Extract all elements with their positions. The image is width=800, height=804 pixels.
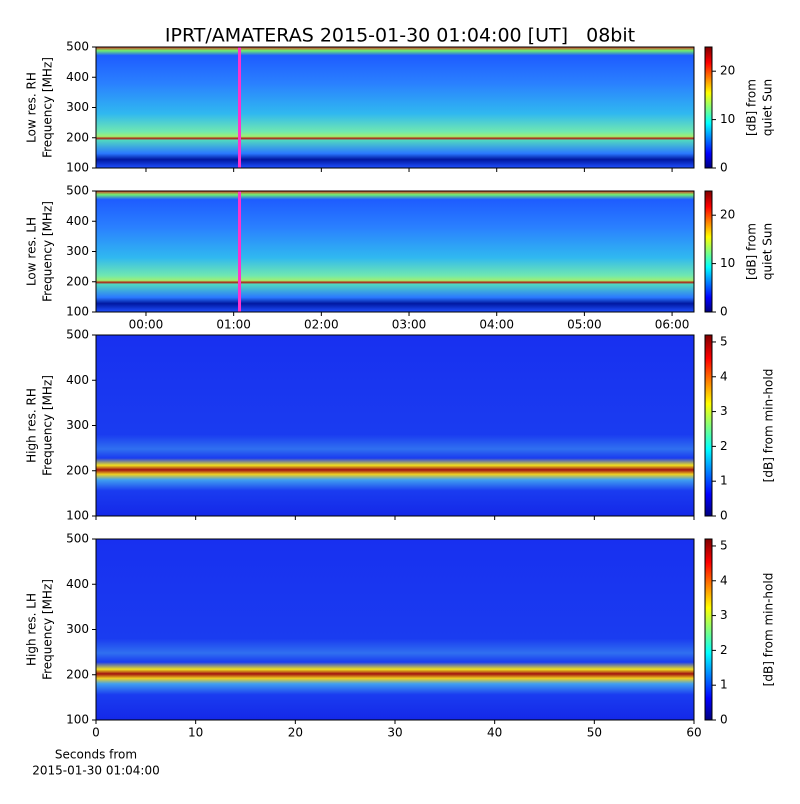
spectrogram xyxy=(96,335,694,516)
y-tick-label: 400 xyxy=(66,577,89,591)
colorbar-tick-label: 0 xyxy=(720,713,728,727)
x-tick-label: 50 xyxy=(587,726,602,740)
colorbar-tick-label: 4 xyxy=(720,369,728,383)
colorbar-tick-label: 10 xyxy=(720,256,735,270)
y-tick-label: 100 xyxy=(66,161,89,175)
y-tick-label: 100 xyxy=(66,509,89,523)
y-axis-label: Frequency [MHz] xyxy=(41,201,55,302)
y-axis-label: Frequency [MHz] xyxy=(41,579,55,680)
colorbar-tick-label: 20 xyxy=(720,64,735,78)
colorbar xyxy=(704,538,713,721)
y-tick-label: 200 xyxy=(66,667,89,681)
colorbar-tick-label: 10 xyxy=(720,112,735,126)
x-tick-label: 60 xyxy=(686,726,701,740)
colorbar xyxy=(704,334,713,517)
y-tick-label: 100 xyxy=(66,305,89,319)
y-axis-label: Frequency [MHz] xyxy=(41,375,55,476)
spectrogram xyxy=(96,191,694,312)
colorbar-label: quiet Sun xyxy=(761,223,775,280)
y-tick-label: 300 xyxy=(66,100,89,114)
colorbar-tick-label: 5 xyxy=(720,538,728,552)
x-tick-label: 00:00 xyxy=(129,318,164,332)
colorbar-tick-label: 20 xyxy=(720,208,735,222)
x-tick-label: 06:00 xyxy=(655,318,690,332)
colorbar-tick-label: 1 xyxy=(720,474,728,488)
colorbar-tick-label: 0 xyxy=(720,509,728,523)
colorbar xyxy=(704,190,713,313)
colorbar-tick-label: 2 xyxy=(720,439,728,453)
y-tick-label: 300 xyxy=(66,244,89,258)
colorbar-label: [dB] from min-hold xyxy=(762,369,776,483)
colorbar-tick-label: 1 xyxy=(720,678,728,692)
colorbar xyxy=(704,46,713,169)
y-tick-label: 200 xyxy=(66,274,89,288)
x-axis-label: 2015-01-30 01:04:00 xyxy=(32,764,159,778)
y-axis-label: Frequency [MHz] xyxy=(41,57,55,158)
colorbar-label: [dB] from xyxy=(745,79,759,136)
y-tick-label: 500 xyxy=(66,40,89,54)
y-tick-label: 100 xyxy=(66,713,89,727)
colorbar-tick-label: 5 xyxy=(720,334,728,348)
colorbar-tick-label: 3 xyxy=(720,404,728,418)
y-tick-label: 300 xyxy=(66,622,89,636)
colorbar-tick-label: 3 xyxy=(720,608,728,622)
colorbar-tick-label: 2 xyxy=(720,643,728,657)
y-axis-label: High res. LH xyxy=(25,593,39,666)
x-tick-label: 04:00 xyxy=(479,318,514,332)
x-axis-label: Seconds from xyxy=(55,748,137,762)
colorbar-label: [dB] from min-hold xyxy=(762,573,776,687)
x-tick-label: 01:00 xyxy=(216,318,251,332)
colorbar-tick-label: 0 xyxy=(720,305,728,319)
x-tick-label: 05:00 xyxy=(567,318,602,332)
y-axis-label: High res. RH xyxy=(25,388,39,463)
colorbar-tick-label: 0 xyxy=(720,161,728,175)
colorbar-label: [dB] from xyxy=(745,223,759,280)
y-tick-label: 200 xyxy=(66,130,89,144)
y-tick-label: 500 xyxy=(66,328,89,342)
x-tick-label: 0 xyxy=(92,726,100,740)
y-tick-label: 400 xyxy=(66,373,89,387)
x-tick-label: 40 xyxy=(487,726,502,740)
x-tick-label: 10 xyxy=(188,726,203,740)
chart-title: IPRT/AMATERAS 2015-01-30 01:04:00 [UT] 0… xyxy=(165,25,635,47)
x-tick-label: 03:00 xyxy=(392,318,427,332)
x-tick-label: 20 xyxy=(288,726,303,740)
spectrogram xyxy=(96,47,694,168)
y-tick-label: 400 xyxy=(66,70,89,84)
y-axis-label: Low res. LH xyxy=(25,217,39,286)
y-tick-label: 200 xyxy=(66,463,89,477)
y-axis-label: Low res. RH xyxy=(25,72,39,143)
x-tick-label: 30 xyxy=(387,726,402,740)
colorbar-tick-label: 4 xyxy=(720,573,728,587)
y-tick-label: 400 xyxy=(66,214,89,228)
y-tick-label: 500 xyxy=(66,184,89,198)
colorbar-label: quiet Sun xyxy=(761,79,775,136)
y-tick-label: 500 xyxy=(66,532,89,546)
x-tick-label: 02:00 xyxy=(304,318,339,332)
spectrogram xyxy=(96,539,694,720)
y-tick-label: 300 xyxy=(66,418,89,432)
